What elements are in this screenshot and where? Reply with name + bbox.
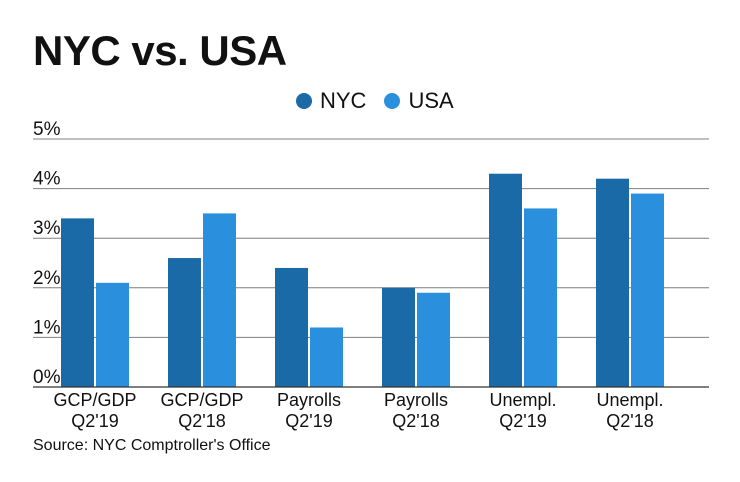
x-tick-label: Unempl. [596, 390, 663, 410]
x-tick-label: Payrolls [277, 390, 341, 410]
bar-usa [96, 282, 129, 387]
bar-nyc [382, 287, 415, 387]
x-tick-label: GCP/GDP [160, 390, 243, 410]
legend-swatch-nyc [296, 93, 312, 109]
y-tick-label: 1% [33, 317, 61, 338]
bar-nyc [596, 178, 629, 387]
bar-usa [310, 327, 343, 387]
bar-usa [203, 213, 236, 387]
x-tick-label: Unempl. [489, 390, 556, 410]
x-tick-label: GCP/GDP [53, 390, 136, 410]
bar-usa [524, 208, 557, 387]
x-tick-label: Q2'18 [178, 411, 225, 431]
bar-nyc [275, 267, 308, 387]
bar-nyc [168, 258, 201, 387]
x-tick-label: Q2'19 [285, 411, 332, 431]
y-tick-label: 2% [33, 268, 61, 289]
y-tick-label: 0% [33, 367, 61, 388]
bar-usa [417, 292, 450, 387]
y-tick-label: 5% [33, 119, 61, 140]
source-note: Source: NYC Comptroller's Office [33, 437, 271, 454]
y-tick-label: 4% [33, 169, 61, 190]
y-tick-label: 3% [33, 218, 61, 239]
x-tick-label: Q2'19 [499, 411, 546, 431]
x-tick-label: Payrolls [384, 390, 448, 410]
legend-label-nyc: NYC [320, 88, 367, 113]
x-tick-label: Q2'18 [606, 411, 653, 431]
legend-item-nyc: NYC [296, 88, 366, 114]
x-tick-label: Q2'18 [392, 411, 439, 431]
bar-usa [631, 193, 664, 387]
bar-nyc [61, 218, 94, 387]
legend: NYC USA [296, 88, 454, 114]
legend-label-usa: USA [408, 88, 454, 113]
x-tick-label: Q2'19 [71, 411, 118, 431]
chart-title: NYC vs. USA [33, 27, 287, 74]
legend-item-usa: USA [384, 88, 454, 114]
bar-nyc [489, 173, 522, 387]
legend-swatch-usa [384, 93, 401, 109]
